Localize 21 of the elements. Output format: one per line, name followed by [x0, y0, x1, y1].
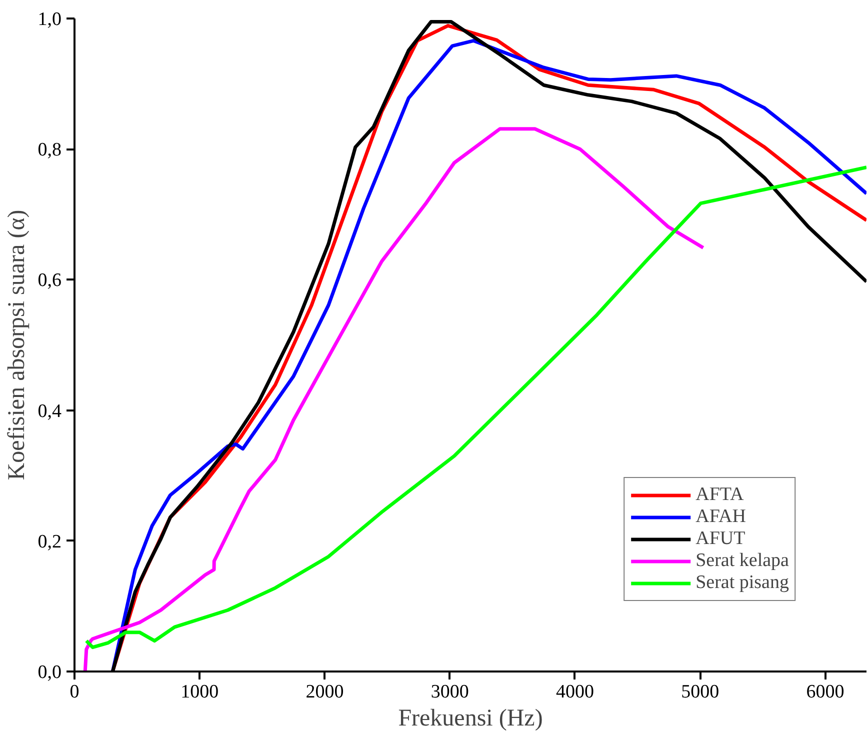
x-tick-label: 4000	[556, 682, 594, 702]
x-tick-label: 0	[70, 682, 80, 702]
y-tick-label: 0,8	[38, 140, 62, 161]
x-tick-label: 6000	[806, 682, 844, 702]
x-tick-label: 5000	[681, 682, 720, 702]
legend-label: Serat kelapa	[696, 550, 789, 572]
x-axis-title: Frekuensi (Hz)	[398, 706, 543, 732]
y-tick-label: 1,0	[38, 9, 62, 30]
y-tick-label: 0,2	[38, 531, 62, 552]
y-axis-title: Koefisien absorpsi suara (α)	[4, 210, 30, 480]
x-tick-label: 2000	[306, 682, 344, 702]
y-tick-label: 0,0	[38, 662, 62, 683]
y-tick-label: 0,4	[38, 400, 62, 422]
y-tick-label: 0,6	[38, 270, 62, 292]
legend-label: AFAH	[696, 506, 746, 528]
x-tick-label: 3000	[430, 682, 469, 702]
legend-label: AFUT	[696, 528, 746, 550]
line-series	[84, 166, 866, 650]
legend-label: Serat pisang	[696, 572, 789, 594]
legend-label: AFTA	[696, 484, 744, 506]
x-tick-label: 1000	[180, 682, 219, 702]
